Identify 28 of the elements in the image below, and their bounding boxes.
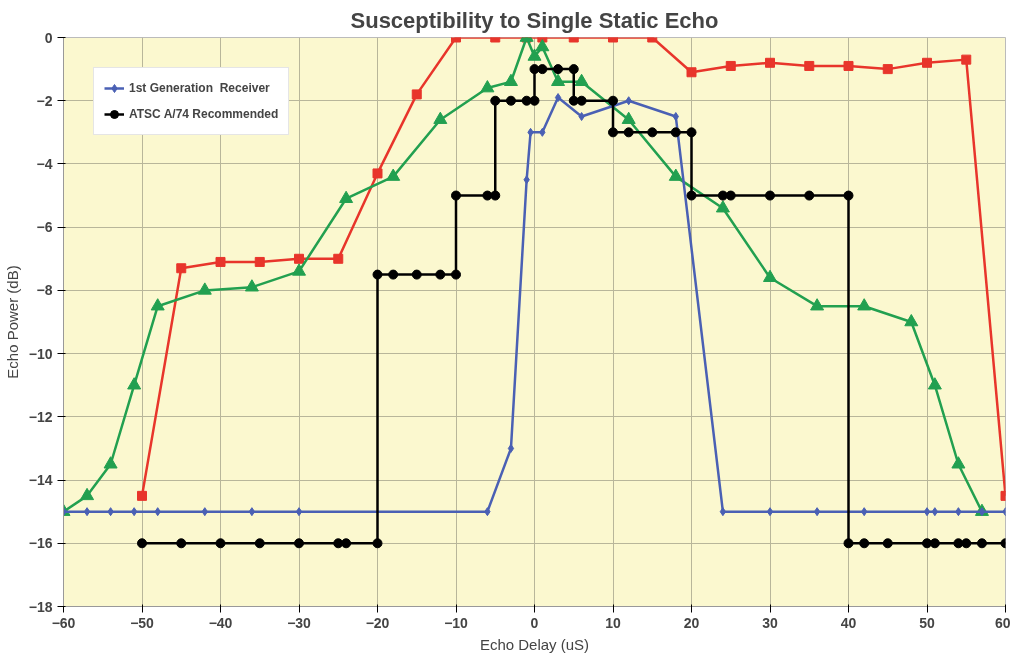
y-tick-label: 0 [44,29,53,46]
legend-label: ATSC A/74 Recommended [129,107,279,121]
x-tick-label: 30 [762,614,778,631]
chart-title: Susceptibility to Single Static Echo [350,7,719,33]
y-tick-label: −10 [28,345,53,362]
x-tick-label: 50 [919,614,935,631]
x-tick-label: 0 [530,614,539,631]
x-tick-label: −20 [365,614,390,631]
x-axis-title: Echo Delay (uS) [479,635,590,653]
y-tick-label: −18 [28,598,53,615]
x-tick-label: −30 [287,614,312,631]
x-tick-label: 10 [605,614,621,631]
y-tick-label: −14 [28,472,53,489]
x-tick-label: 20 [683,614,700,631]
x-tick-label: 40 [840,614,857,631]
x-tick-label: −40 [208,614,233,631]
y-tick-label: −12 [28,408,53,425]
y-tick-label: −6 [36,219,53,236]
y-tick-label: −8 [36,282,53,299]
x-tick-label: −50 [130,614,155,631]
x-tick-label: 60 [994,614,1011,631]
y-tick-label: −2 [36,92,53,109]
legend-label: 1st Generation Receiver [129,81,270,95]
y-tick-label: −16 [28,535,53,552]
x-tick-label: −60 [51,614,76,631]
y-axis-title: Echo Power (dB) [3,265,21,379]
y-tick-label: −4 [36,155,53,172]
x-tick-label: −10 [444,614,469,631]
